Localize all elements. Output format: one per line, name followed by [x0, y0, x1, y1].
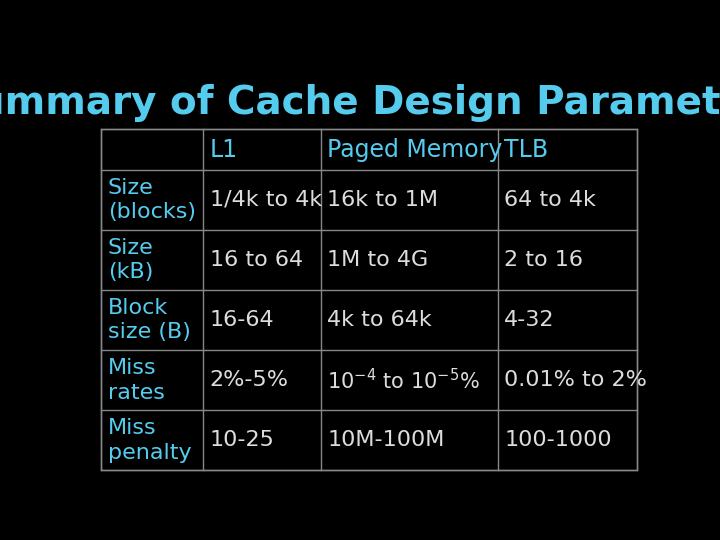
Text: 2 to 16: 2 to 16: [504, 250, 583, 270]
Text: Miss
rates: Miss rates: [108, 357, 165, 402]
Text: 64 to 4k: 64 to 4k: [504, 190, 596, 210]
Text: 16-64: 16-64: [210, 310, 274, 330]
Bar: [101, 129, 636, 470]
Text: Size
(kB): Size (kB): [108, 238, 153, 282]
Text: Block
size (B): Block size (B): [108, 298, 191, 342]
Text: 100-1000: 100-1000: [504, 430, 612, 450]
Text: TLB: TLB: [504, 138, 549, 161]
Text: 2%-5%: 2%-5%: [210, 370, 289, 390]
Text: 16k to 1M: 16k to 1M: [328, 190, 438, 210]
Text: L1: L1: [210, 138, 238, 161]
Text: 1M to 4G: 1M to 4G: [328, 250, 428, 270]
Text: Size
(blocks): Size (blocks): [108, 178, 196, 222]
Text: $10^{-4}$ to $10^{-5}$%: $10^{-4}$ to $10^{-5}$%: [328, 368, 480, 393]
Text: 4-32: 4-32: [504, 310, 554, 330]
Text: Paged Memory: Paged Memory: [328, 138, 503, 161]
Text: 4k to 64k: 4k to 64k: [328, 310, 432, 330]
Text: 1/4k to 4k: 1/4k to 4k: [210, 190, 322, 210]
Text: 0.01% to 2%: 0.01% to 2%: [504, 370, 647, 390]
Text: Miss
penalty: Miss penalty: [108, 418, 192, 463]
Text: Summary of Cache Design Parameters: Summary of Cache Design Parameters: [0, 84, 720, 122]
Text: 16 to 64: 16 to 64: [210, 250, 303, 270]
Text: 10-25: 10-25: [210, 430, 274, 450]
Text: 10M-100M: 10M-100M: [328, 430, 445, 450]
